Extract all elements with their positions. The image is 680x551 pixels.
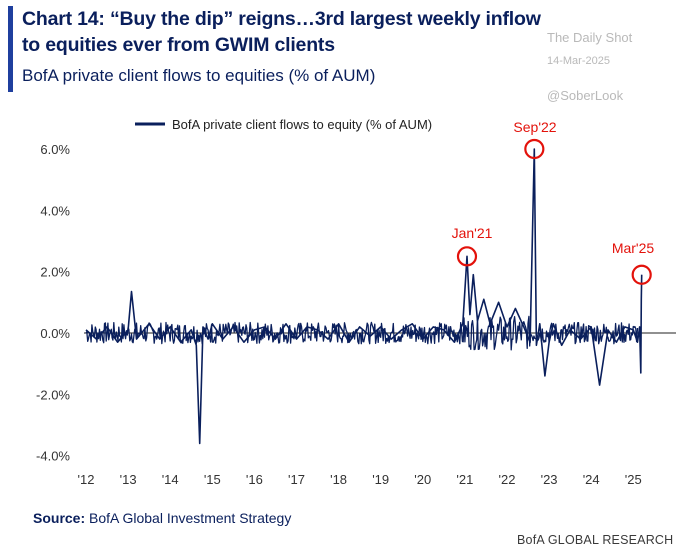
series-noise-texture xyxy=(85,315,639,351)
y-tick-label: -2.0% xyxy=(36,387,70,402)
x-tick-label: '14 xyxy=(162,472,179,487)
x-tick-label: '15 xyxy=(204,472,221,487)
x-tick-label: '19 xyxy=(372,472,389,487)
annotation-circle xyxy=(524,138,545,160)
x-tick-label: '17 xyxy=(288,472,305,487)
title-accent-bar xyxy=(8,6,13,92)
x-tick-label: '12 xyxy=(78,472,95,487)
chart-header: Chart 14: “Buy the dip” reigns…3rd large… xyxy=(0,0,680,103)
x-tick-label: '16 xyxy=(246,472,263,487)
x-tick-label: '24 xyxy=(583,472,600,487)
x-tick-label: '13 xyxy=(120,472,137,487)
x-tick-label: '22 xyxy=(498,472,515,487)
watermark-handle: @SoberLook xyxy=(547,88,624,103)
publisher-brand: BofA GLOBAL RESEARCH xyxy=(517,533,674,547)
y-tick-label: 0.0% xyxy=(40,326,70,341)
annotation-label: Mar'25 xyxy=(612,240,655,256)
x-tick-label: '23 xyxy=(541,472,558,487)
source-text: BofA Global Investment Strategy xyxy=(89,510,292,526)
watermark-title: The Daily Shot xyxy=(547,30,633,45)
y-tick-label: -4.0% xyxy=(36,449,70,464)
source-label: Source: xyxy=(33,510,86,526)
series-line-flows xyxy=(85,148,643,445)
chart-source: Source: BofA Global Investment Strategy xyxy=(33,510,291,526)
x-tick-label: '20 xyxy=(414,472,431,487)
watermark-date: 14-Mar-2025 xyxy=(547,55,610,67)
x-tick-label: '18 xyxy=(330,472,347,487)
annotation-circle xyxy=(456,246,478,267)
annotation-label: Jan'21 xyxy=(452,225,493,241)
y-tick-label: 6.0% xyxy=(40,142,70,157)
y-tick-label: 2.0% xyxy=(40,265,70,280)
x-tick-label: '25 xyxy=(625,472,642,487)
chart-title: Chart 14: “Buy the dip” reigns…3rd large… xyxy=(22,8,541,56)
x-tick-label: '21 xyxy=(456,472,473,487)
annotation-circle xyxy=(631,264,652,285)
legend-label: BofA private client flows to equity (% o… xyxy=(172,117,432,132)
annotation-label: Sep'22 xyxy=(513,119,556,135)
y-tick-label: 4.0% xyxy=(40,203,70,218)
chart-subtitle: BofA private client flows to equities (%… xyxy=(22,66,376,85)
